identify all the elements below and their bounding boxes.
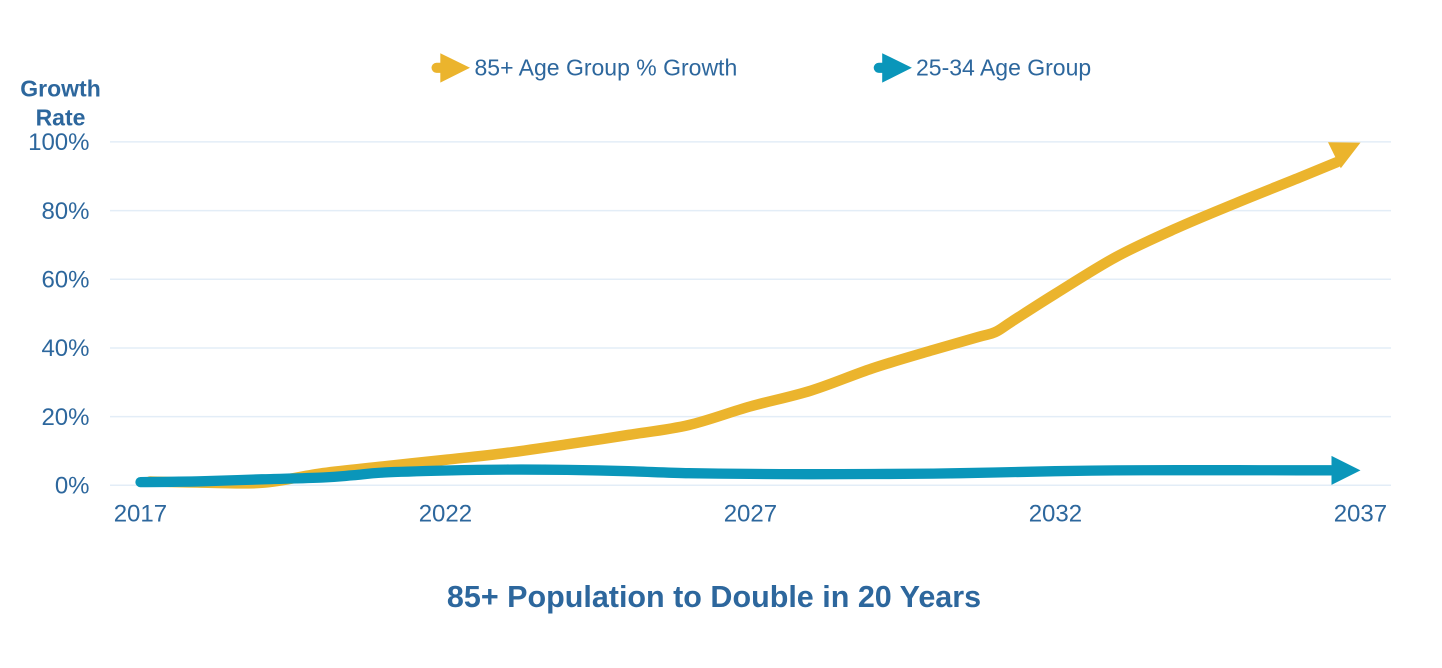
svg-text:85+ Age Group % Growth: 85+ Age Group % Growth	[475, 54, 738, 80]
svg-text:100%: 100%	[28, 129, 89, 156]
svg-text:2032: 2032	[1029, 500, 1082, 527]
svg-text:Rate: Rate	[36, 105, 86, 131]
svg-text:2027: 2027	[724, 500, 777, 527]
svg-text:20%: 20%	[41, 404, 89, 431]
svg-text:Growth: Growth	[20, 76, 101, 102]
svg-text:85+ Population to Double in 20: 85+ Population to Double in 20 Years	[447, 580, 981, 614]
svg-text:2017: 2017	[114, 500, 167, 527]
svg-text:40%: 40%	[41, 335, 89, 362]
svg-text:0%: 0%	[55, 473, 90, 500]
svg-text:60%: 60%	[41, 267, 89, 294]
svg-text:2022: 2022	[419, 500, 472, 527]
svg-text:25-34 Age Group: 25-34 Age Group	[916, 54, 1091, 80]
svg-text:80%: 80%	[41, 198, 89, 225]
svg-text:2037: 2037	[1334, 500, 1387, 527]
